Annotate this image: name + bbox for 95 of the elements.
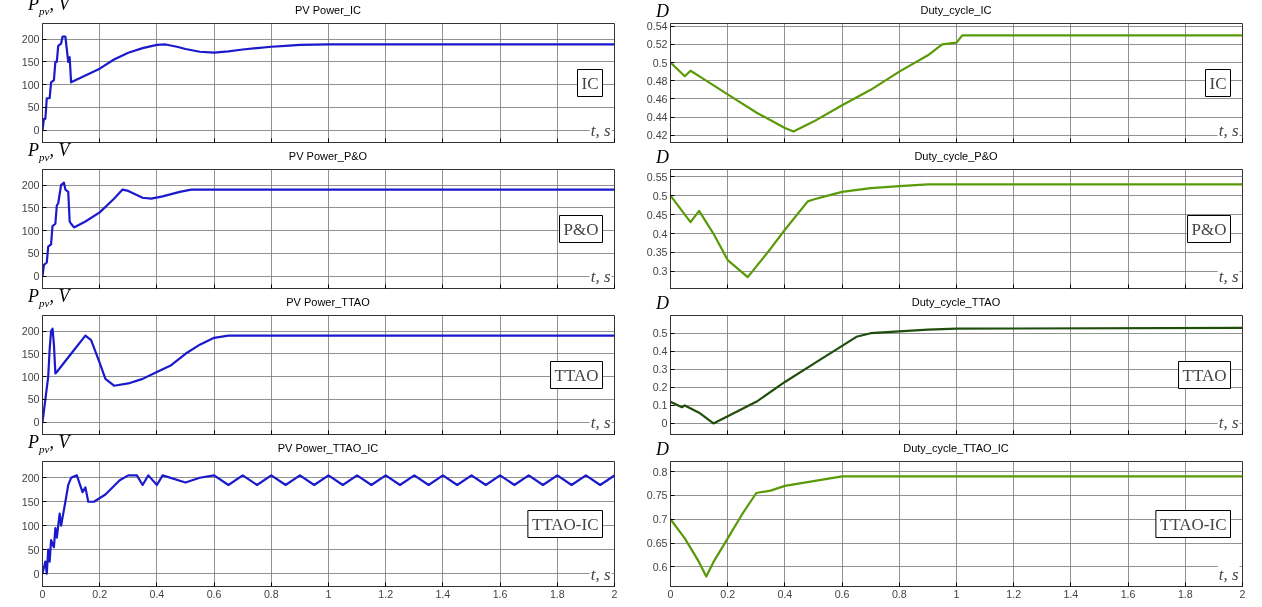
x-tick-label: 0.4 [777, 587, 793, 600]
y-tick-label: 0.75 [646, 489, 668, 502]
x-tick-label: 1.6 [492, 587, 508, 600]
y-tick-label: 150 [21, 55, 40, 68]
annotation: TTAO [1182, 365, 1227, 385]
y-tick-label: 0.6 [652, 560, 668, 573]
y-axis-title: D [656, 439, 669, 459]
y-tick-label: 0 [33, 124, 40, 137]
y-tick-label: 100 [21, 519, 40, 532]
x-tick-label: 1.8 [549, 587, 565, 600]
chart-title: PV Power_TTAO [286, 296, 370, 309]
y-tick-label: 0 [33, 416, 40, 429]
annotation: TTAO [554, 365, 599, 385]
y-tick-label: 0.3 [652, 265, 668, 278]
chart-title: Duty_cycle_TTAO_IC [902, 441, 1010, 457]
x-tick-label: 1.2 [378, 587, 394, 600]
y-tick-label: 0.4 [652, 227, 668, 240]
y-tick-label: 0.1 [652, 399, 668, 412]
y-tick-label: 150 [21, 495, 40, 508]
x-axis-title: t, s [1218, 412, 1239, 432]
x-tick-label: 0.6 [834, 587, 850, 600]
y-tick-label: 0.35 [646, 246, 668, 259]
y-axis-title: P$_{pv}$, V [28, 140, 70, 165]
x-tick-label: 2 [611, 587, 618, 600]
y-tick-label: 200 [21, 471, 40, 484]
annotation: TTAO-IC [531, 514, 599, 534]
x-tick-label: 0.6 [206, 587, 222, 600]
y-tick-label: 0 [33, 270, 40, 283]
y-tick-label: 0.5 [652, 327, 668, 340]
y-tick-label: 150 [21, 347, 40, 360]
y-tick-label: 150 [21, 201, 40, 214]
annotation: IC [1209, 73, 1227, 93]
annotation: P&O [563, 219, 599, 239]
y-tick-label: 0.8 [652, 465, 668, 478]
y-tick-label: 200 [21, 33, 40, 45]
annotation: P&O [1191, 219, 1227, 239]
x-tick-label: 1.4 [435, 587, 451, 600]
y-tick-label: 50 [27, 247, 40, 260]
y-tick-label: 0.48 [646, 74, 668, 87]
x-axis-title: t, s [590, 412, 611, 432]
y-tick-label: 0.5 [652, 189, 668, 202]
y-axis-title: D [656, 293, 669, 313]
y-tick-label: 0 [661, 417, 668, 430]
y-tick-label: 0.54 [646, 20, 668, 33]
y-tick-label: 0.65 [646, 537, 668, 550]
y-axis-title: P$_{pv}$, V [28, 286, 70, 311]
x-tick-label: 0.2 [720, 587, 736, 600]
y-tick-label: 200 [21, 325, 40, 337]
y-tick-label: 0.7 [652, 513, 668, 526]
x-axis-title: t, s [1218, 120, 1239, 140]
x-tick-label: 1.8 [1177, 587, 1193, 600]
x-tick-label: 0.4 [149, 587, 165, 600]
y-tick-label: 0.3 [652, 363, 668, 376]
chart-title: PV Power_P&O [288, 150, 368, 163]
x-tick-label: 2 [1239, 587, 1246, 600]
x-tick-label: 0.8 [891, 587, 907, 600]
chart-title: PV Power_IC [294, 4, 362, 17]
x-axis-title: t, s [1218, 266, 1239, 286]
y-tick-label: 0.4 [652, 345, 668, 358]
annotation: TTAO-IC [1159, 514, 1227, 534]
y-tick-label: 0.2 [652, 381, 668, 394]
x-axis-title: t, s [590, 120, 611, 140]
y-tick-label: 0.52 [646, 38, 668, 51]
y-tick-label: 200 [21, 179, 40, 191]
y-tick-label: 100 [21, 224, 40, 237]
x-tick-label: 1 [953, 587, 960, 600]
y-tick-label: 0 [33, 567, 40, 580]
y-tick-label: 0.55 [646, 170, 668, 183]
x-tick-label: 1.4 [1063, 587, 1079, 600]
y-tick-label: 100 [21, 370, 40, 383]
y-axis-title: D [656, 1, 669, 21]
x-tick-label: 0.8 [263, 587, 279, 600]
y-axis-title: P$_{pv}$, V [28, 432, 70, 457]
y-tick-label: 0.44 [646, 111, 668, 124]
y-tick-label: 0.5 [652, 56, 668, 69]
x-tick-label: 0.2 [92, 587, 108, 600]
annotation: IC [581, 73, 599, 93]
x-tick-label: 1 [325, 587, 332, 600]
y-tick-label: 0.45 [646, 208, 668, 221]
y-tick-label: 50 [27, 543, 40, 556]
y-tick-label: 100 [21, 78, 40, 91]
chart-title: Duty_cycle_P&O [913, 149, 999, 165]
y-tick-label: 0.42 [646, 129, 668, 142]
x-tick-label: 1.2 [1006, 587, 1022, 600]
x-axis-title: t, s [590, 266, 611, 286]
chart-title: Duty_cycle_TTAO [910, 295, 1002, 311]
y-tick-label: 50 [27, 101, 40, 114]
y-axis-title: D [656, 147, 669, 167]
chart-title: PV Power_TTAO_IC [277, 442, 379, 455]
x-tick-label: 1.6 [1120, 587, 1136, 600]
x-axis-title: t, s [1218, 564, 1239, 584]
x-axis-title: t, s [590, 564, 611, 584]
y-tick-label: 50 [27, 393, 40, 406]
y-tick-label: 0.46 [646, 92, 668, 105]
chart-title: Duty_cycle_IC [919, 3, 993, 19]
